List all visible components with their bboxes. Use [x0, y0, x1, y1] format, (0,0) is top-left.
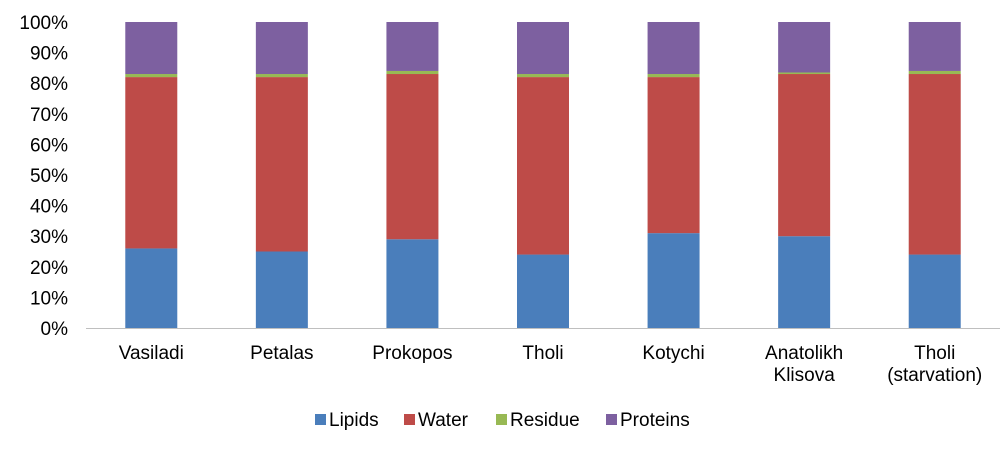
bar-segment-residue [647, 74, 700, 78]
bar-segment-lipids [255, 251, 308, 328]
legend-swatch-proteins [606, 414, 617, 425]
y-axis: 0% 10% 20% 30% 40% 50% 60% 70% 80% 90% 100% [19, 13, 68, 340]
x-tick-label: (starvation) [887, 365, 982, 386]
bar-segment-proteins [517, 22, 569, 75]
bars [125, 22, 961, 328]
bar-segment-proteins [255, 22, 308, 75]
legend-label-lipids: Lipids [329, 410, 379, 431]
bar-segment-water [778, 74, 831, 237]
x-tick-label: Tholi [914, 343, 955, 364]
bar-segment-lipids [386, 239, 439, 328]
bar-segment-proteins [647, 22, 700, 75]
bar-segment-water [386, 74, 439, 240]
x-tick-label: Anatolikh [765, 343, 843, 364]
y-tick-label: 0% [41, 319, 69, 340]
x-tick-label: Prokopos [372, 343, 452, 364]
bar-segment-water [647, 77, 700, 234]
y-tick-label: 30% [30, 227, 68, 248]
bar-segment-residue [125, 74, 178, 78]
bar-segment-lipids [125, 248, 178, 328]
x-tick-label: Vasiladi [119, 343, 184, 364]
y-tick-label: 100% [19, 13, 68, 34]
legend-label-proteins: Proteins [620, 410, 690, 431]
bar-segment-residue [908, 70, 961, 75]
y-tick-label: 10% [30, 288, 68, 309]
y-tick-label: 20% [30, 258, 68, 279]
y-tick-label: 80% [30, 74, 68, 95]
x-tick-label: Petalas [250, 343, 313, 364]
bar-segment-water [908, 74, 961, 255]
bar-segment-residue [255, 74, 308, 78]
y-tick-label: 70% [30, 105, 68, 126]
bar-segment-lipids [778, 236, 831, 328]
bar-segment-water [517, 77, 569, 255]
bar-segment-lipids [908, 254, 961, 328]
y-tick-label: 60% [30, 135, 68, 156]
bar-segment-proteins [386, 22, 439, 71]
bar-segment-residue [778, 72, 831, 75]
bar-segment-lipids [647, 233, 700, 328]
bar-segment-proteins [125, 22, 178, 75]
x-tick-label: Tholi [522, 343, 563, 364]
bar-segment-proteins [778, 22, 831, 73]
bar-segment-residue [386, 70, 439, 75]
legend: Lipids Water Residue Proteins [315, 410, 690, 431]
y-tick-label: 90% [30, 44, 68, 65]
x-axis: Vasiladi Petalas Prokopos Tholi Kotychi Anato… [86, 328, 1000, 386]
legend-swatch-water [404, 414, 415, 425]
legend-swatch-residue [496, 414, 507, 425]
bar-segment-water [255, 77, 308, 252]
bar-segment-residue [517, 74, 569, 78]
y-tick-label: 40% [30, 197, 68, 218]
x-tick-label: Klisova [774, 365, 836, 386]
y-tick-label: 50% [30, 166, 68, 187]
legend-label-water: Water [418, 410, 469, 431]
legend-label-residue: Residue [510, 410, 580, 431]
bar-segment-proteins [908, 22, 961, 71]
x-tick-label: Kotychi [642, 343, 704, 364]
bar-segment-water [125, 77, 178, 249]
legend-swatch-lipids [315, 414, 326, 425]
bar-segment-lipids [517, 254, 569, 328]
